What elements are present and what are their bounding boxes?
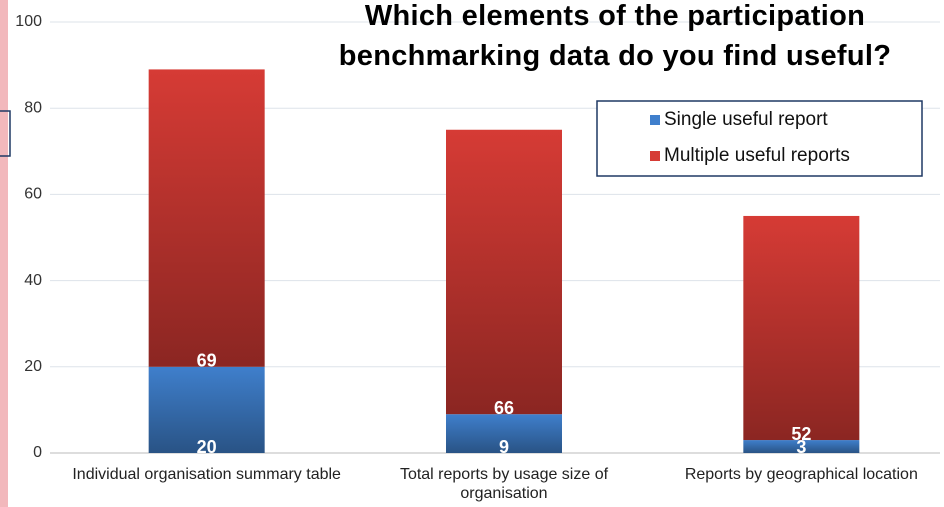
legend-marker (650, 151, 660, 161)
y-tick-label: 100 (15, 13, 42, 30)
legend-label: Multiple useful reports (664, 145, 850, 166)
bar-segment (743, 215, 860, 441)
bar-segment (446, 129, 562, 415)
bar-segment (148, 366, 265, 453)
x-tick-label: Total reports by usage size of organisat… (399, 466, 609, 502)
chart-title: Which elements of the participation benc… (338, 0, 892, 72)
edge-strip (0, 0, 8, 507)
data-label: 52 (791, 424, 811, 444)
legend-box (596, 100, 923, 177)
x-tick-label: Individual organisation summary table (72, 466, 341, 483)
y-tick-label: 60 (24, 186, 42, 203)
bar-segment (743, 440, 860, 453)
edge-box (0, 110, 11, 157)
y-tick-label: 80 (24, 99, 42, 116)
data-label: 69 (197, 351, 217, 371)
y-tick-label: 40 (24, 272, 42, 289)
y-tick-label: 20 (24, 358, 42, 375)
x-tick-label: Reports by geographical location (684, 466, 918, 483)
bar-segment (148, 69, 265, 367)
bar-segment (446, 414, 562, 453)
data-label: 9 (499, 437, 509, 457)
legend-marker (650, 115, 660, 125)
data-label: 20 (197, 437, 217, 457)
data-label: 3 (796, 437, 806, 457)
legend-label: Single useful report (664, 109, 828, 130)
data-label: 66 (494, 398, 514, 418)
y-tick-label: 0 (33, 444, 42, 461)
